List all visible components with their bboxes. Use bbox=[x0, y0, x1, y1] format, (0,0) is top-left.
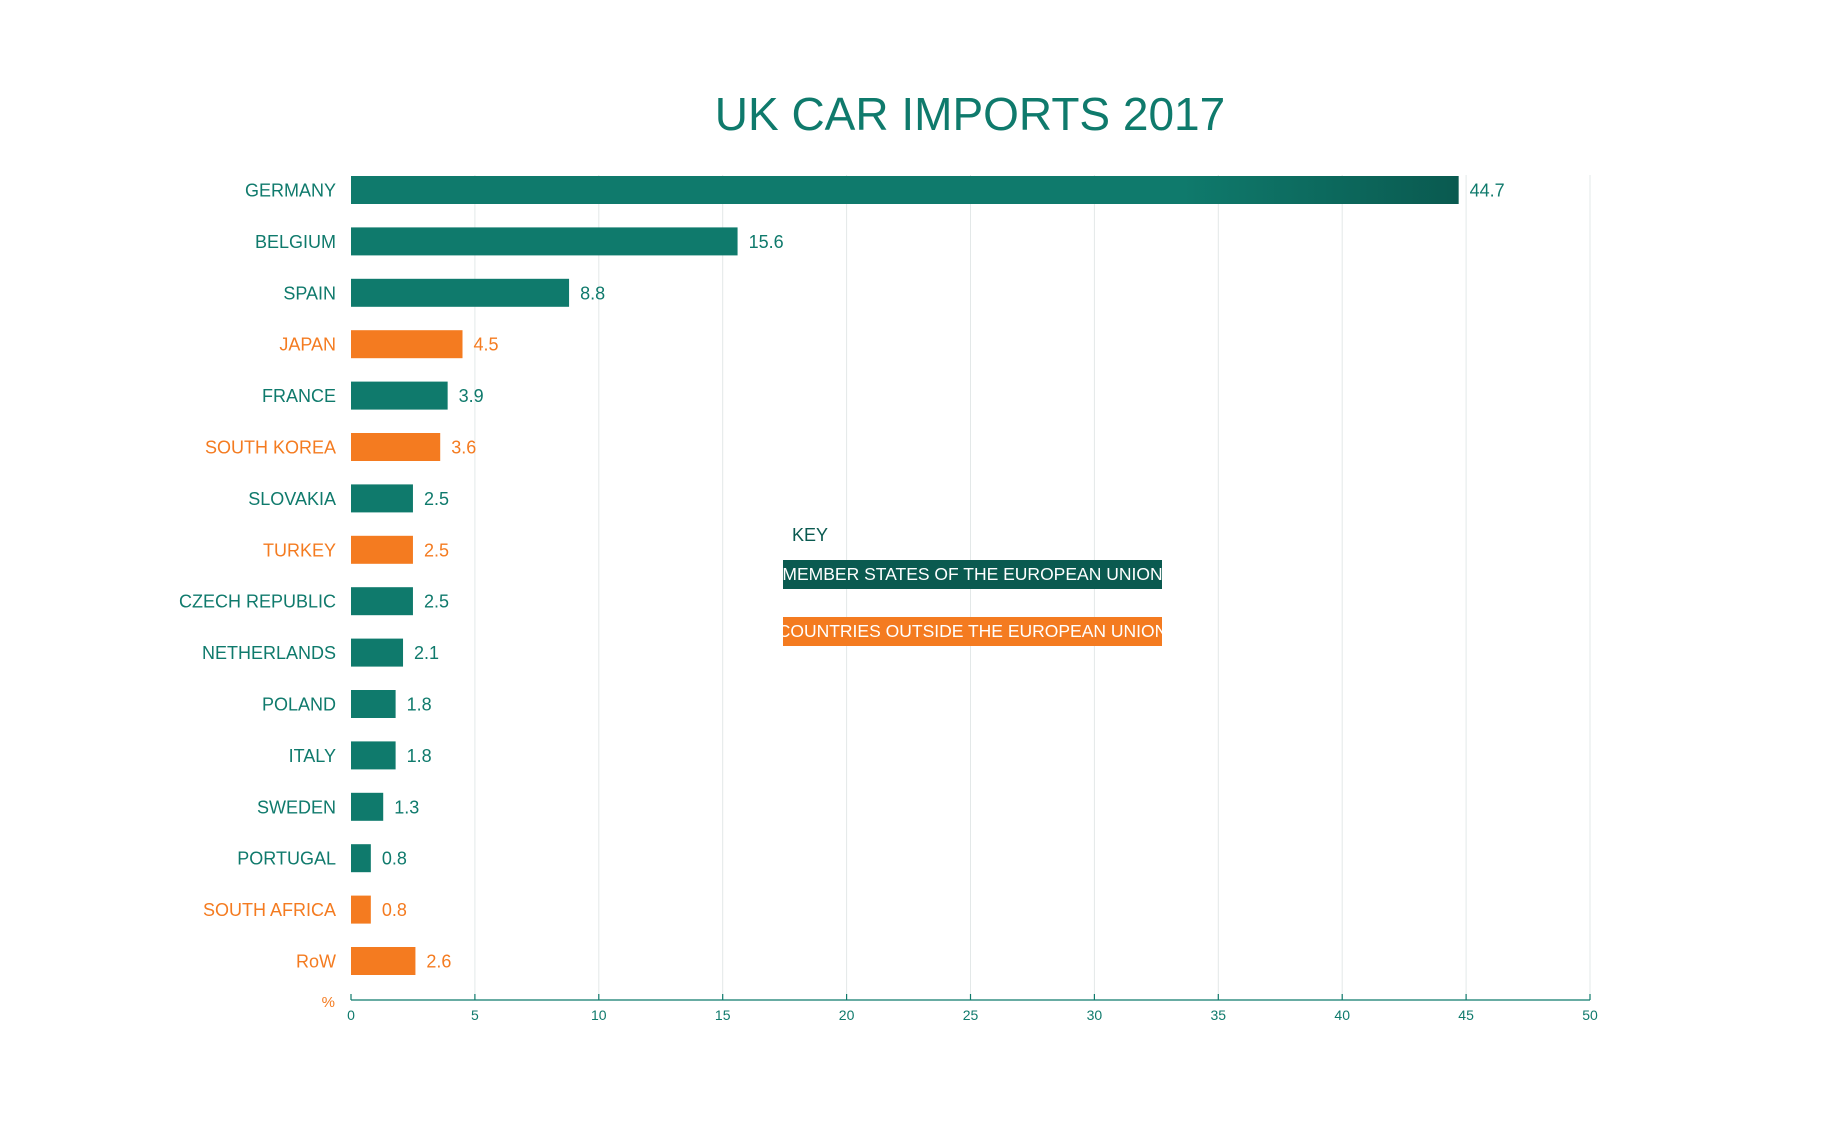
data-label: 1.8 bbox=[407, 746, 432, 766]
x-tick-label: 25 bbox=[963, 1007, 979, 1023]
category-label: POLAND bbox=[262, 695, 336, 715]
data-label: 0.8 bbox=[382, 900, 407, 920]
category-label: SOUTH KOREA bbox=[205, 438, 336, 458]
bar bbox=[351, 330, 463, 359]
data-label: 2.5 bbox=[424, 592, 449, 612]
bar bbox=[351, 433, 441, 461]
bar bbox=[351, 227, 738, 256]
x-tick-label: 20 bbox=[839, 1007, 855, 1023]
bar bbox=[351, 895, 371, 924]
legend-swatch bbox=[783, 560, 1162, 589]
category-label: FRANCE bbox=[262, 386, 336, 406]
category-label: BELGIUM bbox=[255, 232, 336, 252]
data-label: 2.5 bbox=[424, 489, 449, 509]
bar bbox=[351, 844, 371, 873]
bar bbox=[351, 176, 1459, 204]
x-axis: 0 5 10 15 20 25 30 35 40 45 50% bbox=[322, 994, 1598, 1023]
bar bbox=[351, 638, 404, 667]
x-tick-label: 5 bbox=[471, 1007, 479, 1023]
x-tick-label: 45 bbox=[1458, 1007, 1474, 1023]
legend-label: MEMBER STATES OF THE EUROPEAN UNION bbox=[782, 564, 1162, 584]
data-label: 2.6 bbox=[426, 952, 451, 972]
chart-title: UK CAR IMPORTS 2017 bbox=[715, 88, 1225, 140]
bar bbox=[351, 278, 570, 307]
category-label: SWEDEN bbox=[257, 797, 336, 817]
category-label: SLOVAKIA bbox=[248, 489, 336, 509]
data-label: 44.7 bbox=[1470, 181, 1505, 201]
bar bbox=[351, 741, 396, 770]
legend-swatch bbox=[783, 617, 1162, 646]
category-label: JAPAN bbox=[279, 335, 336, 355]
x-tick-label: 10 bbox=[591, 1007, 607, 1023]
category-label: CZECH REPUBLIC bbox=[179, 592, 336, 612]
unit-label: % bbox=[322, 994, 335, 1011]
category-label: ITALY bbox=[289, 746, 336, 766]
bar bbox=[351, 690, 396, 718]
legend-title: KEY bbox=[792, 525, 828, 545]
bar bbox=[351, 587, 413, 616]
data-label: 2.1 bbox=[414, 643, 439, 663]
x-tick-label: 0 bbox=[347, 1007, 355, 1023]
legend-label: COUNTRIES OUTSIDE THE EUROPEAN UNION bbox=[778, 621, 1168, 641]
category-label: RoW bbox=[296, 952, 336, 972]
data-label: 0.8 bbox=[382, 849, 407, 869]
data-label: 2.5 bbox=[424, 540, 449, 560]
category-label: NETHERLANDS bbox=[202, 643, 336, 663]
bar bbox=[351, 484, 413, 513]
legend: KEY MEMBER STATES OF THE EUROPEAN UNION C… bbox=[778, 525, 1168, 646]
data-label: 1.8 bbox=[407, 695, 432, 715]
category-label: GERMANY bbox=[245, 181, 336, 201]
bar bbox=[351, 947, 416, 975]
x-tick-label: 50 bbox=[1582, 1007, 1598, 1023]
category-label: SPAIN bbox=[283, 283, 336, 303]
data-label: 3.9 bbox=[459, 386, 484, 406]
x-tick-label: 35 bbox=[1211, 1007, 1227, 1023]
bar bbox=[351, 381, 448, 410]
x-tick-label: 40 bbox=[1334, 1007, 1350, 1023]
x-tick-label: 30 bbox=[1087, 1007, 1103, 1023]
x-tick-label: 15 bbox=[715, 1007, 731, 1023]
category-label: SOUTH AFRICA bbox=[203, 900, 336, 920]
bar bbox=[351, 535, 413, 564]
data-label: 8.8 bbox=[580, 283, 605, 303]
data-label: 15.6 bbox=[749, 232, 784, 252]
data-label: 4.5 bbox=[474, 335, 499, 355]
bar bbox=[351, 792, 384, 821]
category-label: PORTUGAL bbox=[237, 849, 336, 869]
legend-items: MEMBER STATES OF THE EUROPEAN UNION COUNT… bbox=[778, 560, 1168, 646]
data-label: 3.6 bbox=[451, 438, 476, 458]
category-label: TURKEY bbox=[263, 540, 336, 560]
bar-layer: GERMANY 44.7 BELGIUM 15.6 SPAIN 8.8 JAPAN 4.5 FR… bbox=[179, 176, 1505, 975]
data-label: 1.3 bbox=[394, 797, 419, 817]
